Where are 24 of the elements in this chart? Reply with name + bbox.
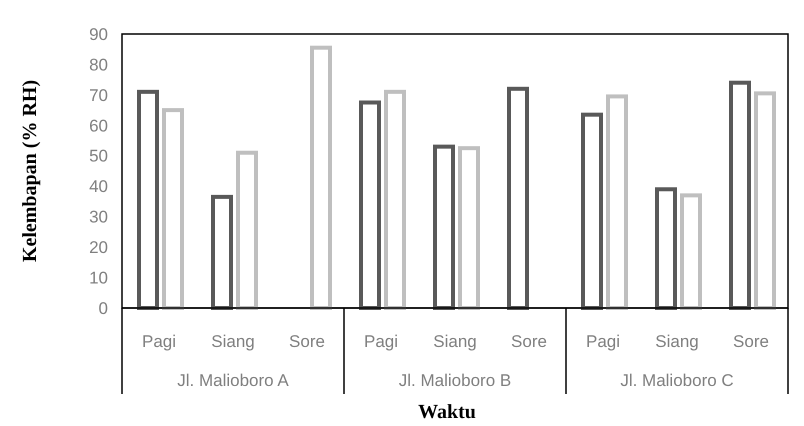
y-tick-label: 40 <box>89 177 108 196</box>
x-tick-label: Sore <box>511 332 547 351</box>
y-tick-label: 70 <box>89 86 108 105</box>
y-tick-label: 90 <box>89 24 108 44</box>
x-tick-label: Pagi <box>586 332 620 351</box>
y-tick-label: 50 <box>89 146 108 166</box>
text: Jl. Malioboro B <box>398 371 512 390</box>
x-tick-label: Pagi <box>142 332 176 351</box>
x-tick-label: Siang <box>433 332 477 351</box>
y-tick-label: 0 <box>98 298 108 318</box>
x-axis-title: Waktu <box>418 401 476 423</box>
x-tick-label: Sore <box>733 332 769 351</box>
x-tick-label: Sore <box>289 332 325 351</box>
y-tick-label: 80 <box>89 55 108 74</box>
y-tick-label: 60 <box>89 116 108 136</box>
y-tick-label: 10 <box>89 268 108 288</box>
x-tick-label: Siang <box>211 332 255 351</box>
text: Jl. Malioboro A <box>177 371 290 390</box>
text: Jl. Malioboro C <box>620 371 734 390</box>
y-tick-label: 20 <box>89 238 108 258</box>
y-tick-label: 30 <box>89 208 108 227</box>
x-tick-label: Siang <box>655 332 699 351</box>
y-axis-title: Kelembapan (% RH) <box>19 80 41 262</box>
x-tick-label: Pagi <box>364 332 398 351</box>
